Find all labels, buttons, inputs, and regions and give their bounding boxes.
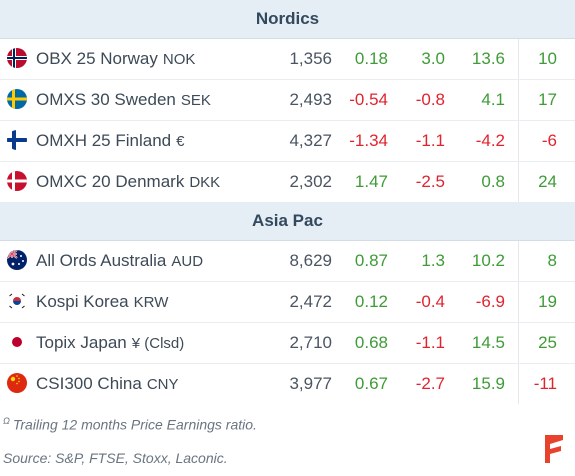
change-3: 10.2 <box>471 251 505 270</box>
table-row[interactable]: Topix Japan ¥ (Clsd) 2,710 0.68 -1.1 14.5… <box>0 323 575 364</box>
change-1: 0.12 <box>354 292 388 311</box>
change-3: 14.5 <box>471 333 505 352</box>
section-rows: OBX 25 Norway NOK 1,356 0.18 3.0 13.6 10 … <box>0 39 575 202</box>
index-name: All Ords Australia AUD <box>36 241 203 282</box>
pe-ratio: -11 <box>533 374 557 393</box>
change-3: 13.6 <box>471 49 505 68</box>
norway-flag-icon <box>7 48 27 68</box>
change-1: 0.68 <box>354 333 388 352</box>
index-name: Kospi Korea KRW <box>36 282 168 323</box>
south-korea-flag-icon <box>7 291 27 311</box>
change-2: -2.5 <box>415 172 445 191</box>
index-price: 2,302 <box>289 172 332 191</box>
table-row[interactable]: OBX 25 Norway NOK 1,356 0.18 3.0 13.6 10 <box>0 39 575 80</box>
section-header: Asia Pac <box>0 202 575 241</box>
index-label: Kospi Korea <box>36 292 129 311</box>
change-3: 15.9 <box>471 374 505 393</box>
index-name: Topix Japan ¥ (Clsd) <box>36 323 184 364</box>
currency-label: AUD <box>171 253 204 270</box>
index-price: 4,327 <box>289 131 332 150</box>
index-label: CSI300 China <box>36 374 142 393</box>
index-price: 8,629 <box>289 251 332 270</box>
footnote-text: Trailing 12 months Price Earnings ratio. <box>12 416 257 433</box>
table-row[interactable]: OMXS 30 Sweden SEK 2,493 -0.54 -0.8 4.1 1… <box>0 80 575 121</box>
footnote: Ω Trailing 12 months Price Earnings ratio… <box>3 416 257 433</box>
table-row[interactable]: CSI300 China CNY 3,977 0.67 -2.7 15.9 -11 <box>0 364 575 404</box>
currency-label: ¥ (Clsd) <box>131 335 185 352</box>
table-row[interactable]: OMXH 25 Finland € 4,327 -1.34 -1.1 -4.2 -… <box>0 121 575 162</box>
currency-label: DKK <box>189 174 221 191</box>
table-row[interactable]: Kospi Korea KRW 2,472 0.12 -0.4 -6.9 19 <box>0 282 575 323</box>
brand-logo-icon <box>545 435 563 463</box>
index-price: 2,472 <box>289 292 332 311</box>
pe-ratio: 10 <box>538 49 557 68</box>
change-2: 3.0 <box>421 49 445 68</box>
index-name: OMXS 30 Sweden SEK <box>36 80 211 121</box>
pe-ratio: 8 <box>547 251 557 270</box>
index-label: All Ords Australia <box>36 251 167 270</box>
change-1: -1.34 <box>349 131 388 150</box>
change-2: -0.4 <box>415 292 445 311</box>
index-label: OMXC 20 Denmark <box>36 172 185 191</box>
index-price: 3,977 <box>289 374 332 393</box>
section-rows: All Ords Australia AUD 8,629 0.87 1.3 10.… <box>0 241 575 404</box>
change-3: 0.8 <box>481 172 505 191</box>
column-divider <box>518 80 519 120</box>
pe-ratio: 24 <box>538 172 557 191</box>
footnote-marker: Ω <box>3 416 10 426</box>
change-2: 1.3 <box>421 251 445 270</box>
column-divider <box>518 162 519 202</box>
pe-ratio: 19 <box>538 292 557 311</box>
index-label: OMXS 30 Sweden <box>36 90 176 109</box>
currency-label: SEK <box>180 92 211 109</box>
source-note: Source: S&P, FTSE, Stoxx, Laconic. <box>3 450 228 466</box>
column-divider <box>518 323 519 363</box>
pe-ratio: 17 <box>538 90 557 109</box>
currency-label: NOK <box>162 51 196 68</box>
change-2: -1.1 <box>415 333 445 352</box>
section-header: Nordics <box>0 0 575 39</box>
change-3: -4.2 <box>475 131 505 150</box>
pe-ratio: 25 <box>538 333 557 352</box>
index-name: CSI300 China CNY <box>36 364 179 405</box>
column-divider <box>518 39 519 79</box>
change-1: 0.87 <box>354 251 388 270</box>
index-label: OMXH 25 Finland <box>36 131 172 150</box>
column-divider <box>518 282 519 322</box>
finland-flag-icon <box>7 130 27 150</box>
change-3: 4.1 <box>481 90 505 109</box>
change-3: -6.9 <box>475 292 505 311</box>
table-row[interactable]: All Ords Australia AUD 8,629 0.87 1.3 10.… <box>0 241 575 282</box>
change-1: 0.67 <box>354 374 388 393</box>
column-divider <box>518 121 519 161</box>
change-1: -0.54 <box>349 90 388 109</box>
china-flag-icon <box>7 373 27 393</box>
table-footer: Ω Trailing 12 months Price Earnings ratio… <box>0 404 575 476</box>
column-divider <box>518 241 519 281</box>
index-name: OMXC 20 Denmark DKK <box>36 162 220 203</box>
index-label: Topix Japan <box>36 333 127 352</box>
currency-label: € <box>176 133 185 150</box>
table-row[interactable]: OMXC 20 Denmark DKK 2,302 1.47 -2.5 0.8 2… <box>0 162 575 202</box>
currency-label: CNY <box>146 376 179 393</box>
japan-flag-icon <box>7 332 27 352</box>
index-price: 1,356 <box>289 49 332 68</box>
change-1: 0.18 <box>354 49 388 68</box>
change-1: 1.47 <box>354 172 388 191</box>
index-label: OBX 25 Norway <box>36 49 158 68</box>
column-divider <box>518 364 519 404</box>
sweden-flag-icon <box>7 89 27 109</box>
index-price: 2,493 <box>289 90 332 109</box>
denmark-flag-icon <box>7 171 27 191</box>
index-price: 2,710 <box>289 333 332 352</box>
change-2: -1.1 <box>415 131 445 150</box>
change-2: -0.8 <box>415 90 445 109</box>
pe-ratio: -6 <box>541 131 557 150</box>
index-name: OMXH 25 Finland € <box>36 121 184 162</box>
index-name: OBX 25 Norway NOK <box>36 39 195 80</box>
change-2: -2.7 <box>415 374 445 393</box>
australia-flag-icon <box>7 250 27 270</box>
currency-label: KRW <box>133 294 169 311</box>
